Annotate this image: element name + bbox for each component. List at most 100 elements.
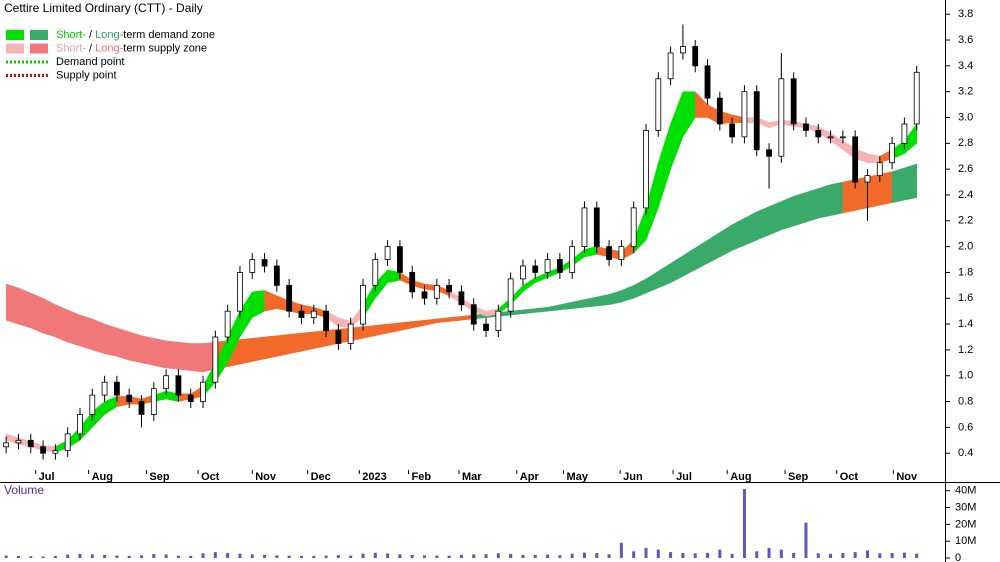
volume-bar <box>718 549 722 558</box>
volume-bar <box>361 553 365 558</box>
volume-bar <box>152 553 156 558</box>
candle-body <box>126 394 133 402</box>
candle-body <box>138 401 145 415</box>
candle-body <box>913 71 920 125</box>
candle-body <box>101 381 108 396</box>
volume-label: Volume <box>4 483 44 497</box>
zone-segment <box>879 171 893 206</box>
candle-body <box>310 310 317 319</box>
y-tick-label: 3.4 <box>958 60 973 72</box>
volume-bar <box>755 551 759 558</box>
candle-body <box>224 310 231 338</box>
volume-bar <box>706 552 710 558</box>
candle-body <box>397 246 403 273</box>
volume-tick-label: 10M <box>955 535 976 547</box>
volume-bar <box>619 542 623 558</box>
candle-body <box>273 265 280 286</box>
candle-body <box>77 414 83 435</box>
volume-bar <box>546 554 550 558</box>
volume-bar <box>349 555 353 558</box>
candle-body <box>643 130 649 209</box>
candle-body <box>409 272 416 293</box>
y-tick-label: 2.4 <box>958 189 973 201</box>
axes: 0.4 0.6 0.8 1.0 1.2 1.4 1.6 1.8 2.0 2.2 2.4 2.6 2.8 3… <box>35 8 973 483</box>
volume-panel: 0 10M 20M 30M 40M <box>4 485 976 562</box>
legend-swatch <box>6 43 24 54</box>
zone-segment <box>830 181 844 216</box>
y-tick-label: 2.8 <box>958 137 973 149</box>
legend-part: Demand point <box>56 56 125 68</box>
volume-bar <box>115 555 119 558</box>
y-tick-label: 0.6 <box>958 421 973 433</box>
zone-segment <box>178 341 191 371</box>
volume-bar <box>103 554 107 558</box>
candle-body <box>495 310 502 331</box>
candle-body <box>360 284 366 325</box>
y-tick-label: 1.0 <box>958 370 973 382</box>
volume-tick-label: 0 <box>955 552 961 562</box>
volume-bar <box>176 555 180 558</box>
x-tick-label: Sep <box>788 471 808 483</box>
volume-bar <box>336 555 340 558</box>
volume-bar <box>582 552 586 558</box>
zone-segment <box>276 334 290 357</box>
candle-body <box>212 336 219 383</box>
volume-tick-label: 40M <box>955 485 976 497</box>
volume-bar <box>656 549 660 558</box>
candle-body <box>421 291 428 299</box>
x-tick-label: Jul <box>39 471 55 483</box>
volume-bar <box>915 553 919 558</box>
y-tick-label: 1.8 <box>958 266 973 278</box>
zone-segment <box>104 323 118 357</box>
x-tick-label: May <box>567 471 589 483</box>
volume-bar <box>816 553 820 558</box>
candle-body <box>569 246 576 273</box>
candle-body <box>261 259 268 267</box>
volume-bar <box>902 552 906 558</box>
volume-bar <box>669 552 673 558</box>
x-tick-label: Sep <box>149 471 169 483</box>
candle-body <box>876 162 883 177</box>
zone-segment <box>5 283 19 325</box>
zone-segment <box>190 343 204 373</box>
candle-body <box>323 310 329 331</box>
volume-bar <box>226 552 230 558</box>
candle-body <box>852 136 859 183</box>
volume-bar <box>78 553 82 558</box>
volume-bar <box>386 553 390 558</box>
volume-bar <box>29 556 33 558</box>
candle-body <box>790 78 797 125</box>
candle-body <box>716 97 723 125</box>
candle-body <box>901 123 908 144</box>
candle-body <box>40 446 46 454</box>
volume-bar <box>878 553 882 558</box>
volume-bar <box>435 555 439 558</box>
volume-bar <box>632 551 636 558</box>
candle-body <box>741 91 748 138</box>
zone-segment <box>55 304 68 343</box>
volume-bar <box>213 552 217 558</box>
zone-segment <box>288 332 302 355</box>
zone-segment <box>251 336 265 362</box>
y-tick-label: 1.6 <box>958 292 973 304</box>
volume-bar <box>521 554 525 558</box>
zone-segment <box>116 327 130 361</box>
candle-body <box>113 381 120 396</box>
candle-body <box>655 78 662 131</box>
legend-swatch <box>30 30 48 40</box>
candle-body <box>52 450 59 454</box>
y-tick-label: 1.2 <box>958 344 973 356</box>
candle-body <box>889 142 895 164</box>
candle-body <box>778 78 785 157</box>
x-tick-label: Dec <box>311 471 331 483</box>
zone-segment <box>313 330 327 349</box>
legend-entry: Demand point <box>56 56 125 68</box>
volume-bar <box>484 554 488 558</box>
candle-body <box>89 394 96 415</box>
zone-segment <box>79 314 93 351</box>
x-tick-label: 2023 <box>362 471 386 483</box>
legend-swatch <box>30 43 48 54</box>
volume-bar <box>423 555 427 558</box>
volume-bar <box>472 554 476 558</box>
